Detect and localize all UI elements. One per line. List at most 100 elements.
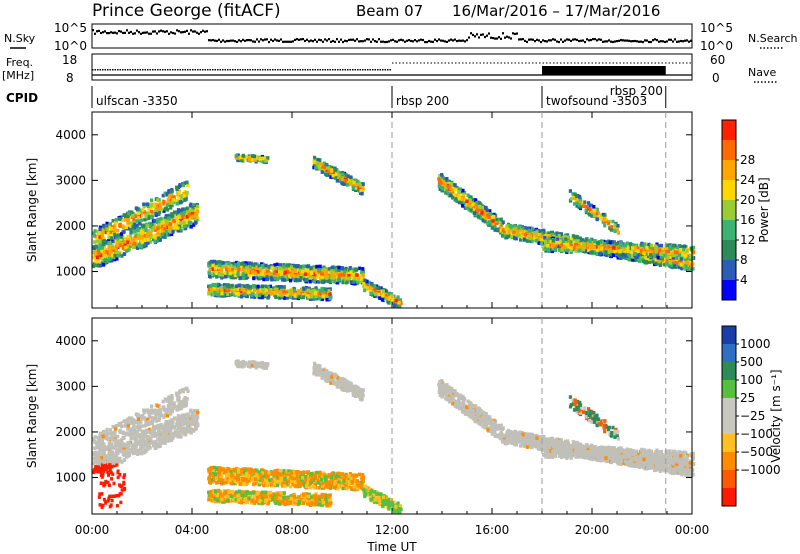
power-cell [477, 206, 482, 210]
nsky-point [498, 36, 500, 39]
power-cell [386, 292, 391, 297]
nsky-point [574, 38, 576, 41]
freq-point [369, 69, 371, 71]
power-cell [126, 248, 130, 253]
power-cell [351, 267, 355, 272]
power-cell [440, 184, 444, 188]
nsky-point [238, 39, 240, 42]
power-cell [343, 179, 347, 183]
power-cell [175, 215, 179, 220]
power-cell [245, 291, 249, 296]
power-cell [175, 185, 179, 190]
power-cell [321, 294, 326, 299]
power-cell [468, 198, 472, 203]
freq-point [204, 69, 206, 71]
power-cell [100, 234, 104, 239]
power-cell [608, 247, 612, 252]
power-cell [597, 215, 601, 220]
power-cell [278, 276, 282, 280]
power-cell [150, 222, 154, 227]
nsky-point [564, 39, 566, 42]
power-cell [586, 241, 590, 246]
power-cell [603, 213, 607, 217]
power-cell [616, 224, 620, 228]
power-cell [672, 264, 677, 268]
freq-point [242, 69, 244, 71]
power-cell [250, 154, 255, 158]
power-cell [668, 255, 673, 260]
power-cell [158, 210, 162, 215]
power-cell [124, 245, 128, 250]
power-cell [310, 274, 314, 278]
power-cell [118, 217, 122, 221]
power-cell [576, 239, 580, 243]
power-cell [358, 184, 363, 188]
power-cell [105, 250, 109, 254]
freq-point [244, 69, 246, 71]
power-cell [275, 274, 279, 278]
power-cell [367, 280, 371, 285]
freq-point [139, 69, 141, 71]
nsky-point [148, 32, 150, 35]
power-cell [115, 243, 119, 248]
power-cell [619, 252, 624, 257]
power-cell [574, 249, 578, 253]
freq-point [122, 69, 124, 71]
power-cell [176, 228, 180, 233]
power-cell [481, 205, 485, 210]
power-cell [687, 267, 691, 272]
power-cell [146, 238, 150, 242]
power-cell [122, 236, 127, 241]
power-cell [99, 253, 103, 258]
power-cell [529, 230, 533, 234]
power-cell [164, 229, 168, 234]
freq-point [174, 69, 176, 71]
power-cell [156, 217, 160, 222]
power-cell [140, 231, 144, 235]
power-cell [278, 293, 283, 297]
power-cell [622, 255, 626, 259]
nsky-point [94, 32, 96, 35]
power-cell [177, 189, 181, 193]
power-cell [188, 223, 192, 228]
power-cell [210, 292, 214, 297]
power-cell [481, 218, 485, 223]
nsky-point [358, 40, 360, 43]
power-cell [615, 252, 619, 257]
nsky-point [262, 39, 264, 42]
power-cell [208, 266, 212, 271]
nsky-point [596, 39, 598, 42]
power-cell [162, 199, 166, 204]
nsky-point [480, 33, 482, 36]
power-cell [438, 180, 443, 185]
nsky-point [452, 39, 454, 42]
power-cell [336, 169, 340, 174]
cpid-segment-label: rbsp 200 [610, 84, 663, 98]
power-cell [305, 264, 309, 269]
freq-trace [92, 62, 692, 76]
power-cell [336, 280, 340, 285]
power-cell [661, 250, 666, 254]
power-cell [313, 277, 318, 281]
nsky-point [108, 32, 110, 35]
power-cell [253, 268, 258, 273]
power-cell [471, 203, 475, 207]
nsky-point [212, 38, 214, 42]
power-cell [191, 207, 195, 212]
colorbar-swatch [722, 260, 736, 281]
power-cell [156, 231, 160, 236]
nsky-point [162, 30, 164, 33]
power-cell [668, 260, 673, 265]
nsky-point [216, 39, 218, 43]
power-cell [191, 214, 195, 219]
power-cell [247, 261, 252, 265]
power-cell [347, 276, 352, 281]
power-cell [568, 189, 573, 193]
power-cell [444, 178, 448, 182]
nsky-point [600, 38, 602, 41]
nsky-point [170, 31, 172, 34]
power-cell [312, 165, 316, 170]
power-cell [274, 269, 278, 274]
power-cell [469, 200, 473, 205]
power-cell [101, 248, 105, 253]
